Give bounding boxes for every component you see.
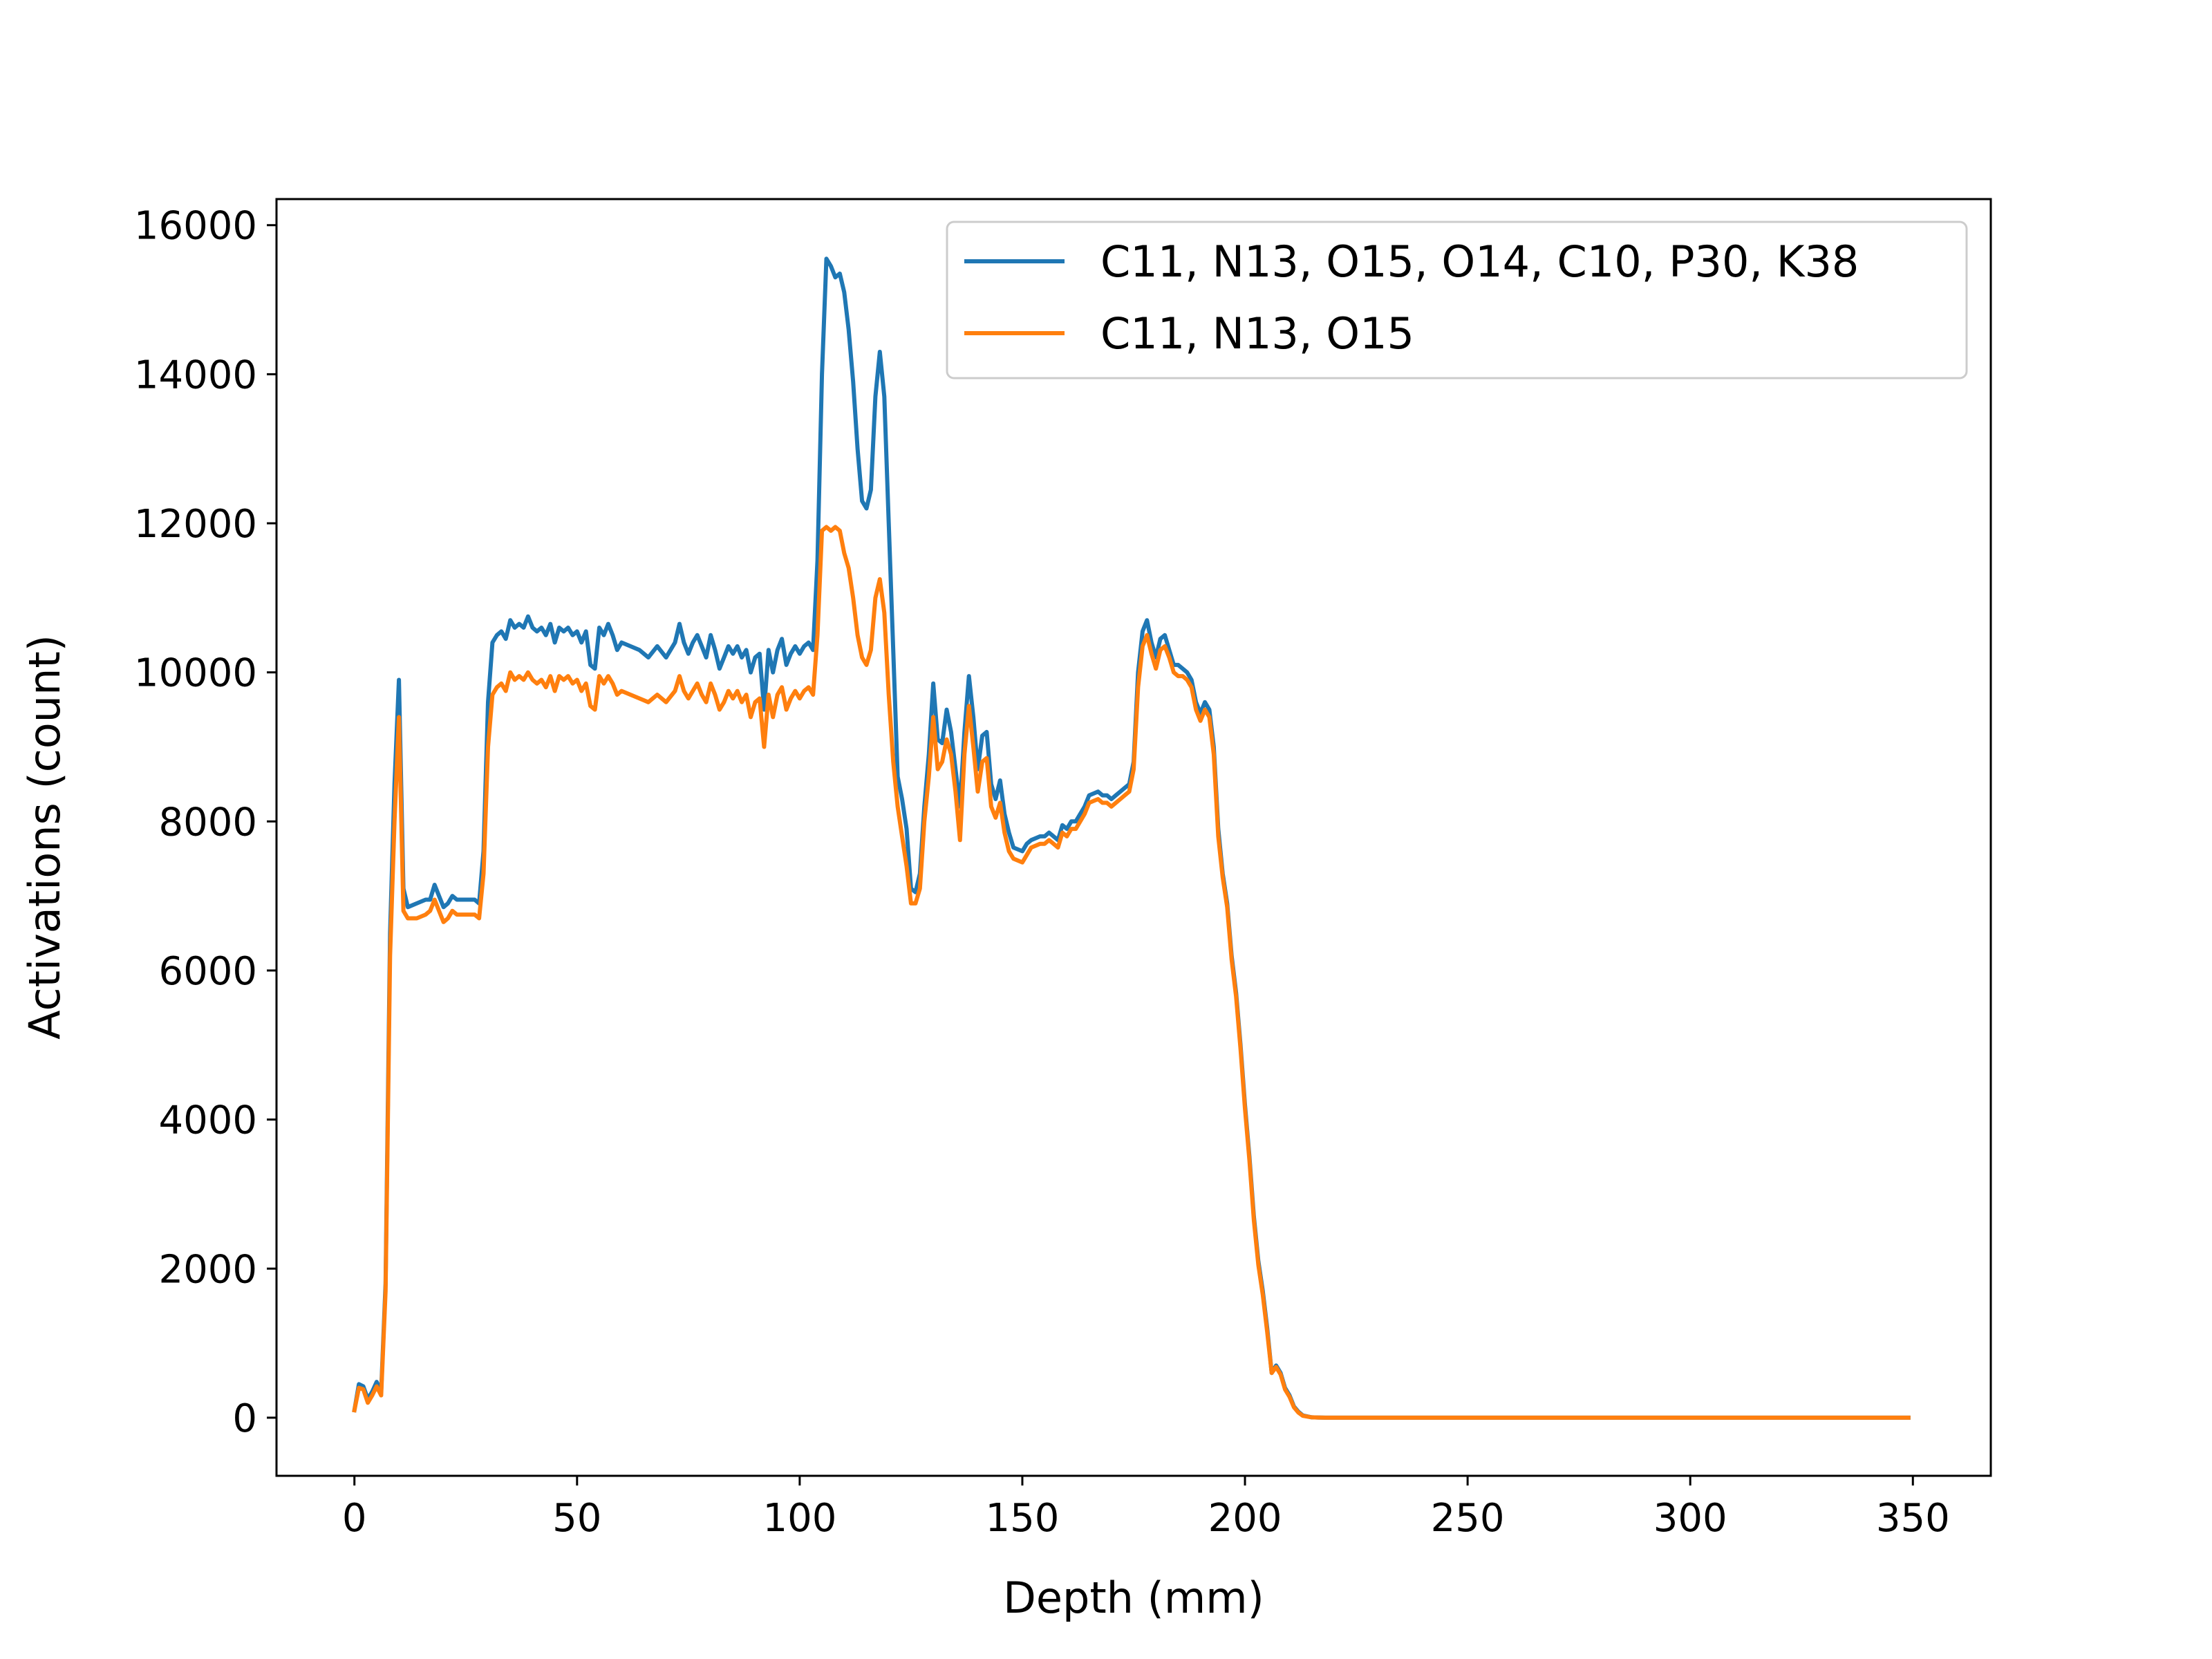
y-axis-title: Activations (count): [19, 635, 70, 1040]
y-tick-label: 16000: [134, 204, 257, 249]
legend-label-series-1: C11, N13, O15, O14, C10, P30, K38: [1100, 236, 1859, 287]
y-tick-label: 6000: [158, 949, 257, 994]
legend: C11, N13, O15, O14, C10, P30, K38 C11, N…: [946, 221, 1968, 379]
legend-label-series-2: C11, N13, O15: [1100, 308, 1414, 359]
y-tick-label: 2000: [158, 1247, 257, 1292]
x-tick-label: 200: [1208, 1496, 1282, 1541]
series-line-1: [352, 256, 1911, 1420]
x-tick-label: 50: [552, 1496, 601, 1541]
x-tick-label: 250: [1431, 1496, 1505, 1541]
series-layer: [352, 256, 1911, 1420]
legend-frame: [946, 221, 1968, 379]
axes-frame: [275, 198, 1992, 1477]
y-axis: 0 2000 4000 6000 8000 10000 12000 14000 16000: [134, 204, 276, 1441]
y-tick-label: 12000: [134, 502, 257, 547]
y-tick-label: 0: [232, 1396, 257, 1441]
x-tick-label: 300: [1653, 1496, 1727, 1541]
y-tick-label: 14000: [134, 353, 257, 397]
x-tick-label: 100: [762, 1496, 836, 1541]
y-tick-label: 10000: [134, 651, 257, 696]
x-tick-label: 150: [986, 1496, 1060, 1541]
x-tick-label: 0: [342, 1496, 367, 1541]
x-tick-label: 350: [1876, 1496, 1950, 1541]
x-axis-title: Depth (mm): [1003, 1573, 1264, 1623]
plot-area: [275, 198, 1992, 1477]
x-axis: 0 50 100 150 200 250 300 350: [342, 1476, 1950, 1541]
series-line-2: [352, 525, 1911, 1420]
y-tick-label: 4000: [158, 1098, 257, 1143]
y-tick-label: 8000: [158, 800, 257, 845]
